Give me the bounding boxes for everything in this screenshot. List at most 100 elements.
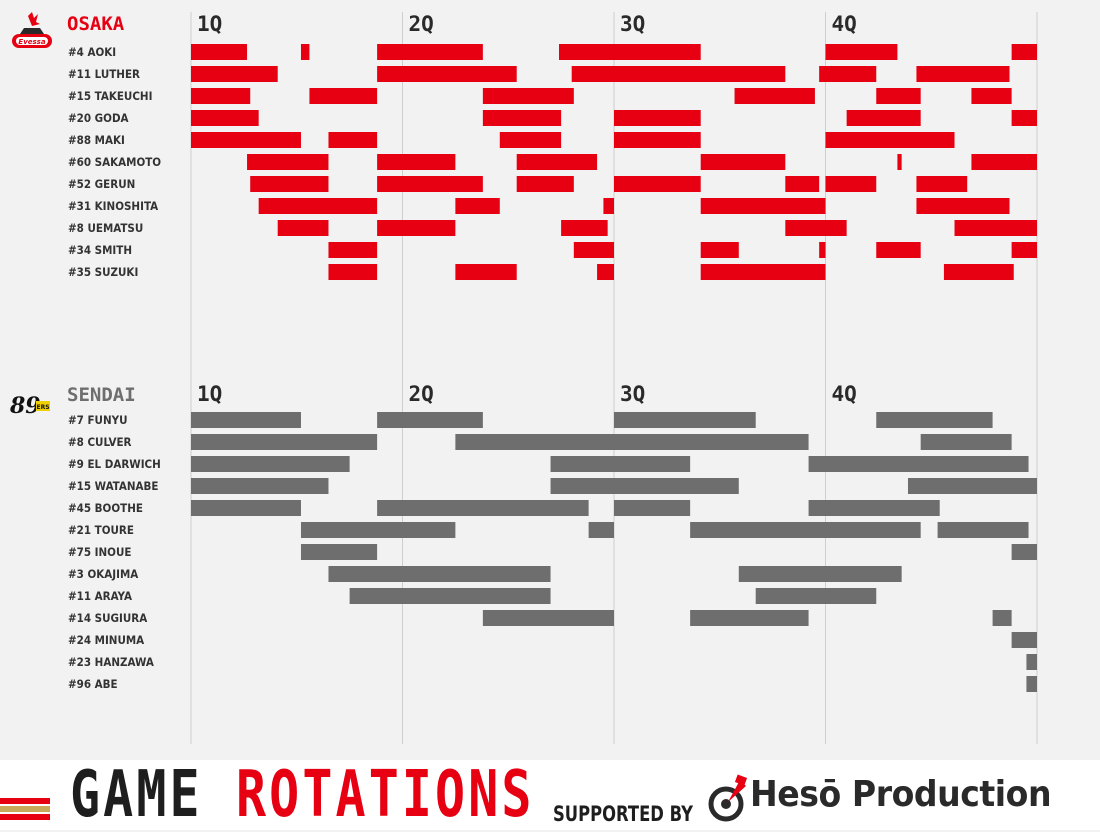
svg-text:ERS: ERS bbox=[36, 404, 49, 411]
stint-bar bbox=[377, 154, 456, 170]
stint-bar bbox=[690, 610, 809, 626]
stint-bar bbox=[916, 66, 1010, 82]
stint-bar bbox=[1011, 44, 1037, 60]
title-word-rotations: ROTATIONS bbox=[236, 758, 535, 832]
stint-bar bbox=[971, 154, 1037, 170]
stint-bar bbox=[300, 44, 310, 60]
stint-bar bbox=[785, 176, 820, 192]
player-label: #96 ABE bbox=[68, 677, 118, 691]
stint-bar bbox=[482, 88, 574, 104]
stint-bar bbox=[916, 176, 968, 192]
stint-bar bbox=[1011, 110, 1037, 126]
player-label: #15 WATANABE bbox=[68, 479, 158, 493]
stint-bar bbox=[191, 88, 251, 104]
stint-bar bbox=[191, 44, 248, 60]
stint-bar bbox=[191, 478, 329, 494]
quarter-label: 3Q bbox=[620, 12, 645, 36]
stint-bar bbox=[846, 110, 921, 126]
team-name-osaka: OSAKA bbox=[67, 13, 125, 35]
stint-bar bbox=[247, 154, 329, 170]
player-label: #3 OKAJIMA bbox=[68, 567, 138, 581]
stint-bar bbox=[191, 412, 301, 428]
stint-bar bbox=[876, 412, 993, 428]
stint-bar bbox=[482, 110, 562, 126]
team-osaka: Evessa OSAKA 1Q 2Q 3Q 4Q #4 AOKI #11 LUTHER #1… bbox=[12, 12, 1037, 280]
stint-bar bbox=[819, 242, 826, 258]
sponsor-name: Hesō Production bbox=[750, 774, 1052, 815]
player-label: #88 MAKI bbox=[68, 133, 125, 147]
stint-bar bbox=[377, 44, 483, 60]
player-label: #9 EL DARWICH bbox=[68, 457, 161, 471]
player-label: #4 AOKI bbox=[68, 45, 116, 59]
stint-bar bbox=[700, 198, 826, 214]
stint-bar bbox=[191, 110, 259, 126]
stint-bar bbox=[377, 412, 483, 428]
quarter-label: 1Q bbox=[197, 382, 222, 406]
footer-stripe-gold bbox=[0, 806, 50, 812]
player-label: #34 SMITH bbox=[68, 243, 132, 257]
stint-bar bbox=[943, 264, 1014, 280]
quarter-label: 1Q bbox=[197, 12, 222, 36]
stint-bar bbox=[1011, 632, 1037, 648]
stint-bar bbox=[597, 264, 614, 280]
stint-bar bbox=[971, 88, 1012, 104]
player-label: #75 INOUE bbox=[68, 545, 131, 559]
stint-bar bbox=[191, 434, 378, 450]
title-word-game: GAME bbox=[70, 758, 203, 832]
stint-bar bbox=[571, 66, 786, 82]
quarter-label: 3Q bbox=[620, 382, 645, 406]
stint-bar bbox=[377, 220, 456, 236]
quarter-label: 2Q bbox=[409, 382, 434, 406]
stint-bar bbox=[907, 478, 1037, 494]
player-label: #23 HANZAWA bbox=[68, 655, 154, 669]
heso-production-logo bbox=[708, 774, 748, 822]
footer-stripe-red bbox=[0, 798, 50, 804]
player-label: #45 BOOTHE bbox=[68, 501, 143, 515]
stint-bar bbox=[1026, 676, 1037, 692]
stint-bar bbox=[1026, 654, 1037, 670]
stint-bar bbox=[1011, 242, 1037, 258]
stint-bar bbox=[920, 434, 1012, 450]
stint-bar bbox=[300, 522, 456, 538]
stint-bar bbox=[876, 242, 921, 258]
stint-bar bbox=[377, 176, 483, 192]
stint-bar bbox=[825, 176, 877, 192]
player-label: #11 ARAYA bbox=[68, 589, 132, 603]
stint-bar bbox=[614, 110, 701, 126]
rotation-chart: Evessa OSAKA 1Q 2Q 3Q 4Q #4 AOKI #11 LUTHER #1… bbox=[9, 12, 1038, 744]
stint-bar bbox=[328, 264, 378, 280]
osaka-evessa-logo: Evessa bbox=[12, 12, 52, 48]
stint-bar bbox=[755, 588, 877, 604]
stint-bar bbox=[550, 456, 691, 472]
player-label: #24 MINUMA bbox=[68, 633, 144, 647]
stint-bar bbox=[785, 220, 847, 236]
stint-bar bbox=[588, 522, 614, 538]
quarter-label: 4Q bbox=[832, 12, 857, 36]
stint-bar bbox=[614, 500, 691, 516]
stint-bar bbox=[614, 412, 756, 428]
player-label: #20 GODA bbox=[68, 111, 129, 125]
player-label: #21 TOURE bbox=[68, 523, 134, 537]
stint-bar bbox=[191, 66, 278, 82]
stint-bar bbox=[516, 154, 598, 170]
stint-bar bbox=[377, 500, 589, 516]
stint-bar bbox=[825, 132, 955, 148]
stint-bar bbox=[738, 566, 902, 582]
stint-bar bbox=[916, 198, 1010, 214]
stint-bar bbox=[258, 198, 378, 214]
stint-bar bbox=[937, 522, 1029, 538]
player-label: #8 CULVER bbox=[68, 435, 132, 449]
stint-bar bbox=[309, 88, 378, 104]
stint-bar bbox=[455, 434, 809, 450]
stint-bar bbox=[992, 610, 1012, 626]
stint-bar bbox=[516, 176, 574, 192]
stint-bar bbox=[808, 456, 1029, 472]
stint-bar bbox=[603, 198, 614, 214]
svg-text:89: 89 bbox=[9, 393, 41, 419]
team-sendai: 89 ERS SENDAI 1Q 2Q 3Q 4Q #7 FUNYU #8 CULVER #… bbox=[9, 382, 1037, 692]
svg-text:Evessa: Evessa bbox=[18, 38, 45, 46]
stint-bar bbox=[700, 154, 786, 170]
stint-bar bbox=[191, 456, 350, 472]
stint-bar bbox=[808, 500, 940, 516]
player-label: #52 GERUN bbox=[68, 177, 135, 191]
